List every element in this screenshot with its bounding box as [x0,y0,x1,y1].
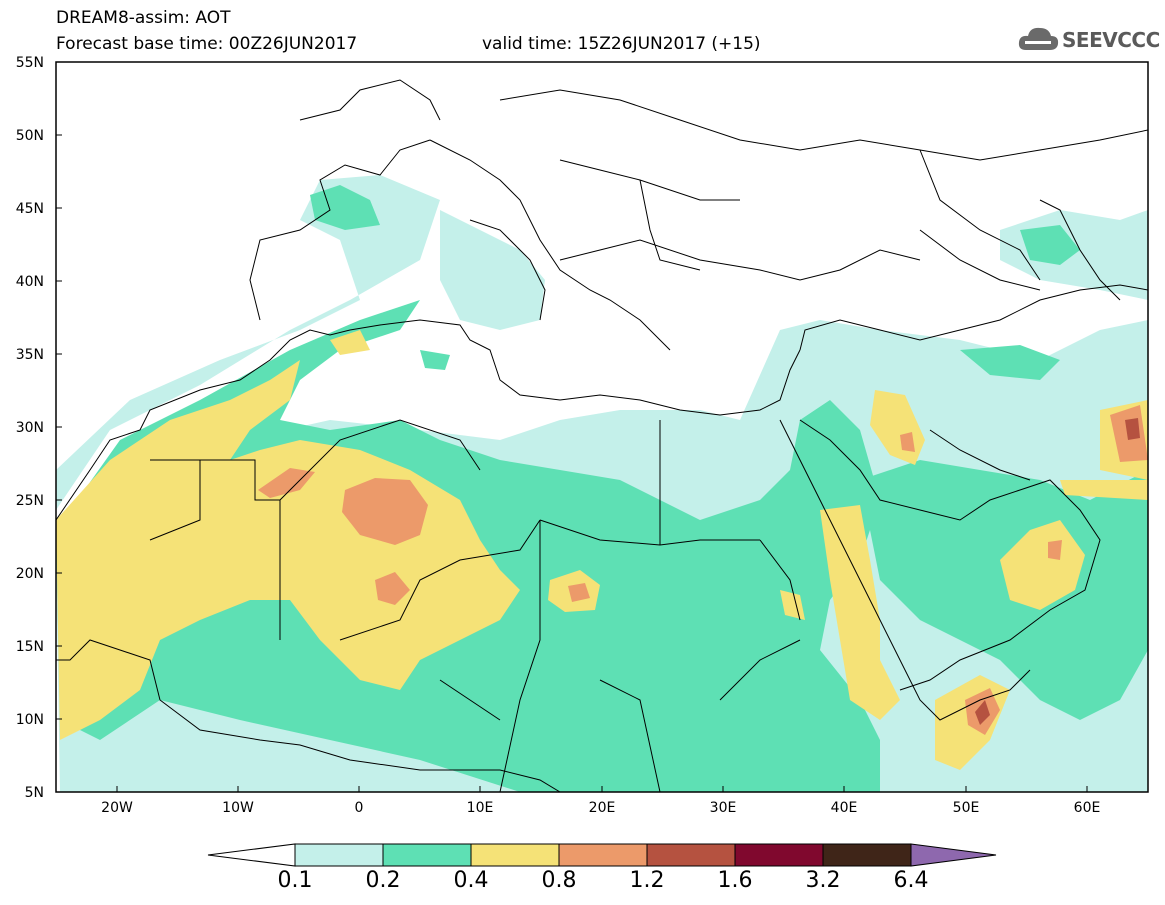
aot-field [56,62,1148,792]
axis-ticks [56,61,1088,793]
lat-label-5n: 5N [25,785,44,801]
colorbar-upper-arrow [910,843,997,867]
lat-label-35n: 35N [16,347,44,363]
colorbar-label-1-2: 1.2 [629,868,665,893]
lat-label-45n: 45N [16,201,44,217]
forecast-base-time: Forecast base time: 00Z26JUN2017 [56,34,358,54]
lat-label-25n: 25N [16,493,44,509]
colorbar-label-3-2: 3.2 [805,868,841,893]
colorbar-label-0-4: 0.4 [453,868,489,893]
lon-label-20e: 20E [589,800,616,816]
lon-label-10w: 10W [222,800,254,816]
colorbar-label-0-1: 0.1 [277,868,313,893]
valid-time: valid time: 15Z26JUN2017 (+15) [482,34,761,54]
lat-label-30n: 30N [16,420,44,436]
lat-label-10n: 10N [16,712,44,728]
colorbar [207,843,997,867]
lon-label-40e: 40E [831,800,858,816]
lon-label-20w: 20W [101,800,133,816]
lat-label-15n: 15N [16,639,44,655]
colorbar-swatch-6 [822,843,912,867]
product-title: DREAM8-assim: AOT [56,8,231,28]
lon-label-10e: 10E [467,800,494,816]
lon-label-30e: 30E [710,800,737,816]
colorbar-swatch-0 [294,843,384,867]
colorbar-swatch-1 [382,843,472,867]
colorbar-label-0-8: 0.8 [541,868,577,893]
lat-label-40n: 40N [16,274,44,290]
colorbar-label-1-6: 1.6 [717,868,753,893]
colorbar-swatch-3 [558,843,648,867]
lat-label-20n: 20N [16,566,44,582]
colorbar-lower-arrow [207,843,296,867]
lon-label-50e: 50E [953,800,980,816]
colorbar-label-0-2: 0.2 [365,868,401,893]
colorbar-label-6-4: 6.4 [893,868,929,893]
seevccc-logo: SEEVCCC [1016,22,1160,62]
lat-label-55n: 55N [16,55,44,71]
colorbar-swatch-2 [470,843,560,867]
colorbar-swatch-5 [734,843,824,867]
lat-label-50n: 50N [16,128,44,144]
lon-label-60e: 60E [1074,800,1101,816]
logo-text: SEEVCCC [1062,28,1160,52]
colorbar-swatch-4 [646,843,736,867]
lon-label-0: 0 [355,800,364,816]
cloud-icon [1018,27,1059,50]
